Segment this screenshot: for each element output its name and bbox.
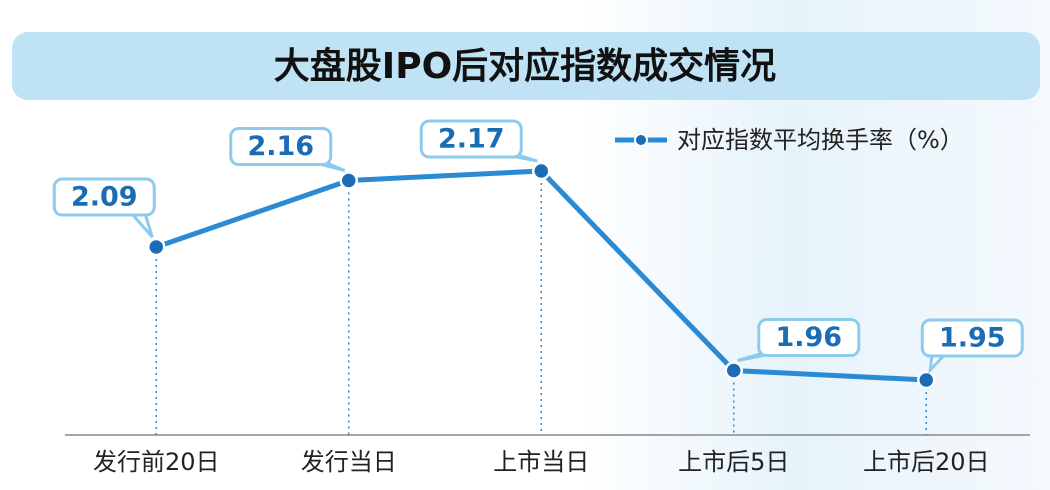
- value-label-group: 2.09: [52, 177, 156, 238]
- x-tick-label: 上市当日: [493, 448, 589, 476]
- title-banner: [12, 32, 1040, 100]
- value-label-cover: [926, 348, 1019, 354]
- value-label-cover: [762, 347, 855, 354]
- point: [724, 361, 743, 380]
- value-label-group: 1.95: [920, 318, 1024, 375]
- x-tick-label: 上市后5日: [678, 448, 789, 476]
- x-tick-label: 发行当日: [301, 448, 397, 476]
- chart-title: 大盘股IPO后对应指数成交情况: [274, 45, 776, 87]
- value-label: 2.17: [438, 124, 505, 155]
- x-tick-label: 上市后20日: [863, 448, 990, 476]
- point: [917, 370, 936, 390]
- value-label-group: 2.16: [229, 127, 346, 172]
- value-label-box: [229, 127, 333, 166]
- value-label-cover: [58, 207, 151, 213]
- point: [147, 237, 166, 257]
- value-label-group: 2.17: [419, 119, 538, 163]
- value-label-cover: [234, 156, 327, 163]
- value-label: 2.09: [71, 182, 138, 213]
- x-tick-label: 发行前20日: [93, 448, 220, 476]
- value-label: 1.95: [939, 323, 1006, 354]
- value-label-box: [757, 318, 861, 357]
- value-label-box: [52, 177, 156, 217]
- point: [339, 171, 358, 190]
- point: [532, 161, 551, 181]
- value-label-cover: [425, 149, 518, 155]
- value-label: 2.16: [247, 131, 314, 162]
- legend: 对应指数平均换手率（%）: [615, 126, 964, 154]
- legend-label: 对应指数平均换手率（%）: [677, 126, 964, 154]
- value-label: 1.96: [775, 322, 842, 353]
- value-label-box: [920, 318, 1024, 358]
- value-label-box: [419, 119, 523, 159]
- legend-marker: [634, 133, 648, 147]
- value-label-group: 1.96: [737, 318, 861, 362]
